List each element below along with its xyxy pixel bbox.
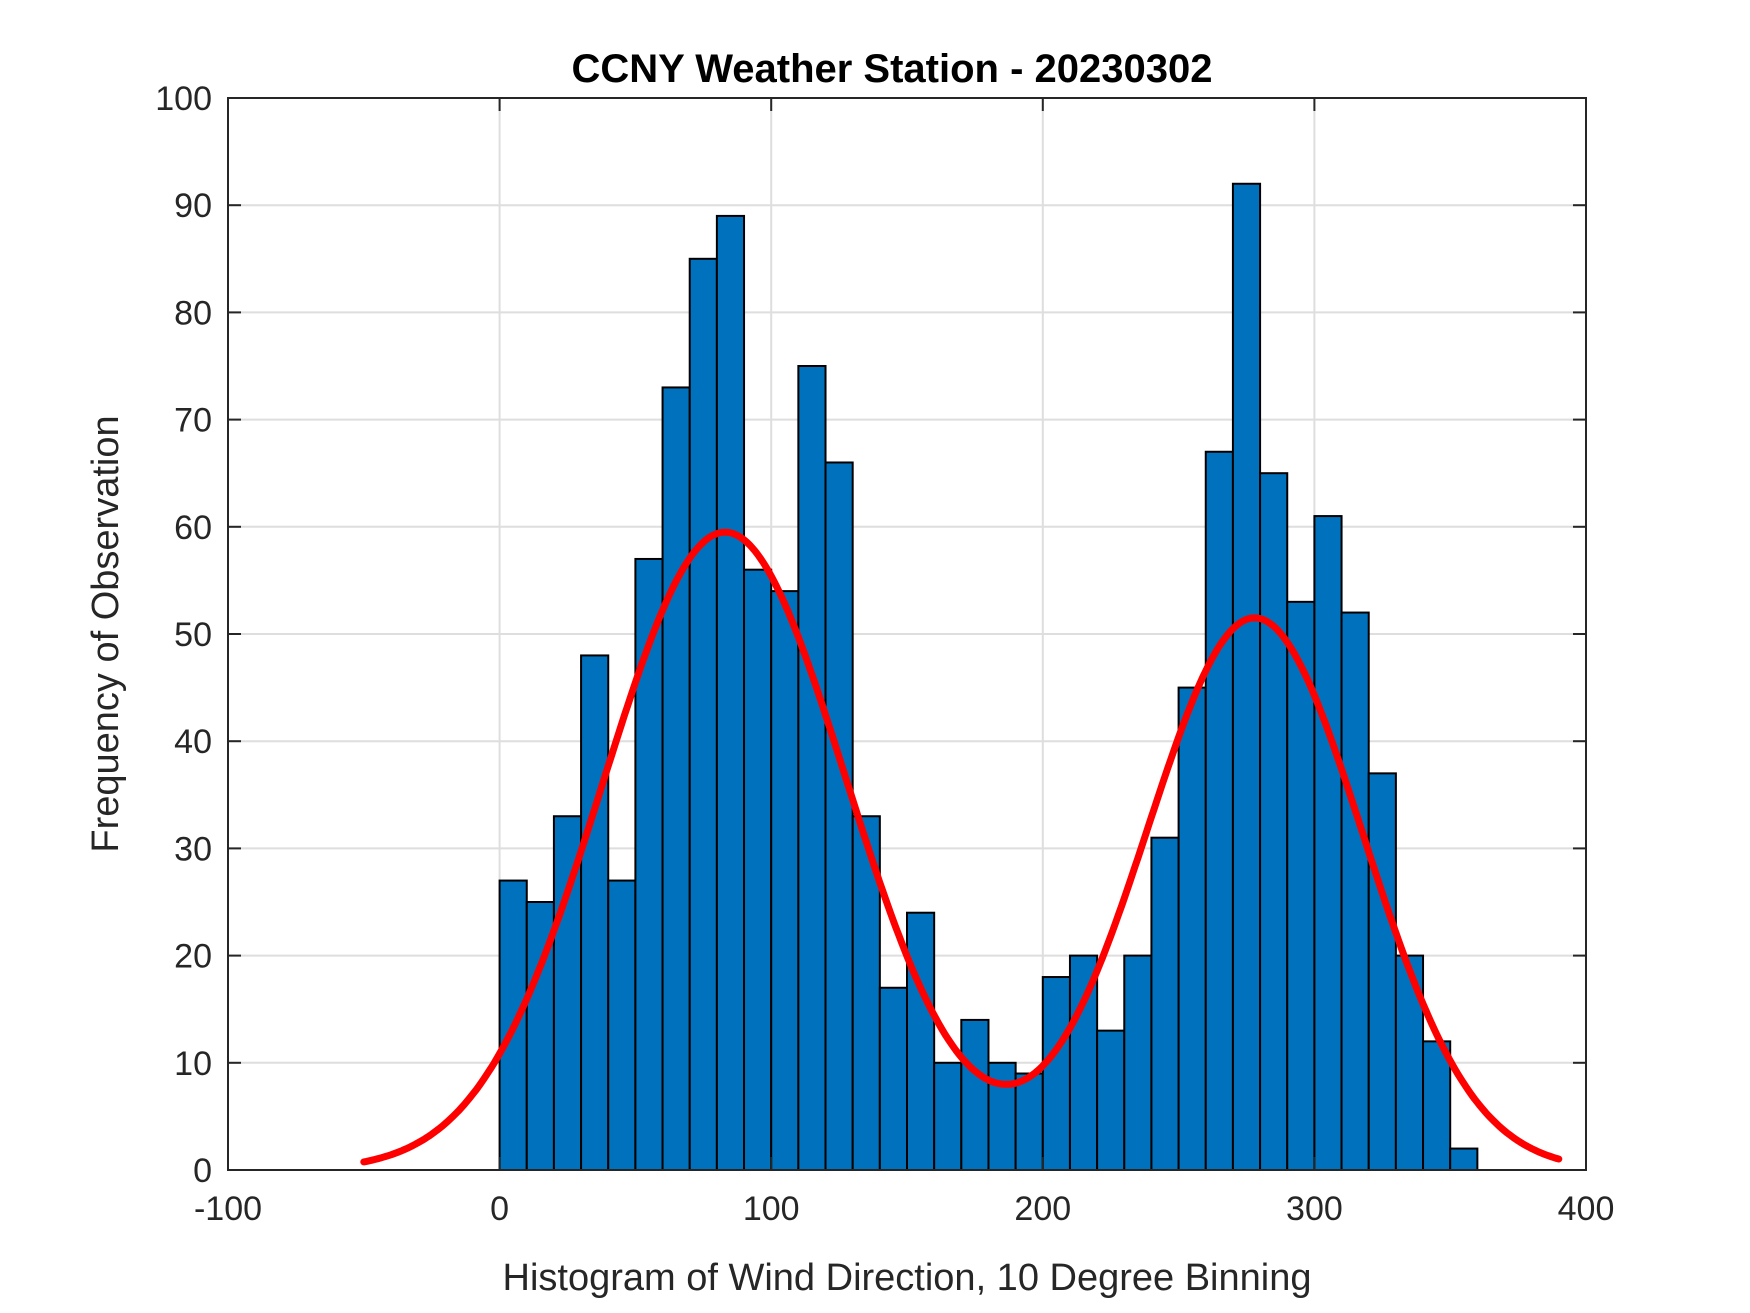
histogram-bar xyxy=(960,1018,990,1171)
histogram-bar xyxy=(1449,1147,1479,1172)
x-tick-labels: -100 0 100 200 300 400 xyxy=(194,1190,1614,1228)
fit-curve-group xyxy=(360,528,1563,1166)
histogram-bar xyxy=(688,257,718,1171)
y-tick-label: 20 xyxy=(174,938,212,976)
histogram-bar xyxy=(1014,1072,1044,1172)
plot-frame xyxy=(227,97,1587,1171)
histogram-bar xyxy=(1231,182,1262,1171)
y-tick-label: 60 xyxy=(174,509,212,547)
histogram-bar xyxy=(1204,450,1234,1171)
histogram-bar xyxy=(661,386,691,1171)
histogram-bar xyxy=(1096,1029,1126,1172)
histogram-bar xyxy=(580,654,610,1171)
histogram-bar xyxy=(1123,954,1153,1171)
x-tick-label: 200 xyxy=(1014,1190,1071,1228)
x-axis-label: Histogram of Wind Direction, 10 Degree B… xyxy=(503,1257,1312,1299)
x-tick-label: 100 xyxy=(743,1190,800,1228)
fit-curve xyxy=(360,528,1563,1166)
histogram-bar xyxy=(1313,515,1343,1171)
x-tick-label: 400 xyxy=(1558,1190,1615,1228)
histogram-bar xyxy=(1259,472,1289,1171)
y-tick-label: 50 xyxy=(174,616,212,654)
y-tick-label: 30 xyxy=(174,830,212,868)
histogram-bar xyxy=(1340,611,1370,1171)
y-tick-label: 0 xyxy=(193,1152,212,1190)
y-axis-label: Frequency of Observation xyxy=(85,415,127,852)
y-tick-label: 40 xyxy=(174,723,212,761)
y-tick-label: 70 xyxy=(174,402,212,440)
y-tick-label: 80 xyxy=(174,294,212,332)
histogram-bar xyxy=(1422,1040,1452,1171)
histogram-bar xyxy=(1150,836,1180,1171)
y-tick-label: 100 xyxy=(155,80,212,118)
histogram-bar xyxy=(743,568,773,1171)
histogram-bar xyxy=(906,911,936,1171)
x-tick-label: 300 xyxy=(1286,1190,1343,1228)
x-tick-label: 0 xyxy=(490,1190,509,1228)
histogram-bar xyxy=(797,365,827,1171)
histogram-bar xyxy=(1041,976,1071,1171)
histogram-bar xyxy=(1068,954,1099,1171)
y-tick-label: 10 xyxy=(174,1045,212,1083)
histogram-bar xyxy=(770,590,800,1171)
histogram-bar xyxy=(824,461,854,1172)
histogram-bar xyxy=(933,1061,963,1172)
y-tick-label: 90 xyxy=(174,187,212,225)
histogram-bar xyxy=(1367,772,1397,1171)
histogram-bar xyxy=(607,879,637,1171)
chart-title: CCNY Weather Station - 20230302 xyxy=(572,47,1213,91)
histogram-bar xyxy=(715,214,746,1172)
histogram-bar xyxy=(878,986,909,1172)
x-tick-label: -100 xyxy=(194,1190,262,1228)
histogram-bar xyxy=(1177,686,1207,1171)
y-tick-labels: 0 10 20 30 40 50 60 70 80 90 100 xyxy=(155,80,212,1190)
